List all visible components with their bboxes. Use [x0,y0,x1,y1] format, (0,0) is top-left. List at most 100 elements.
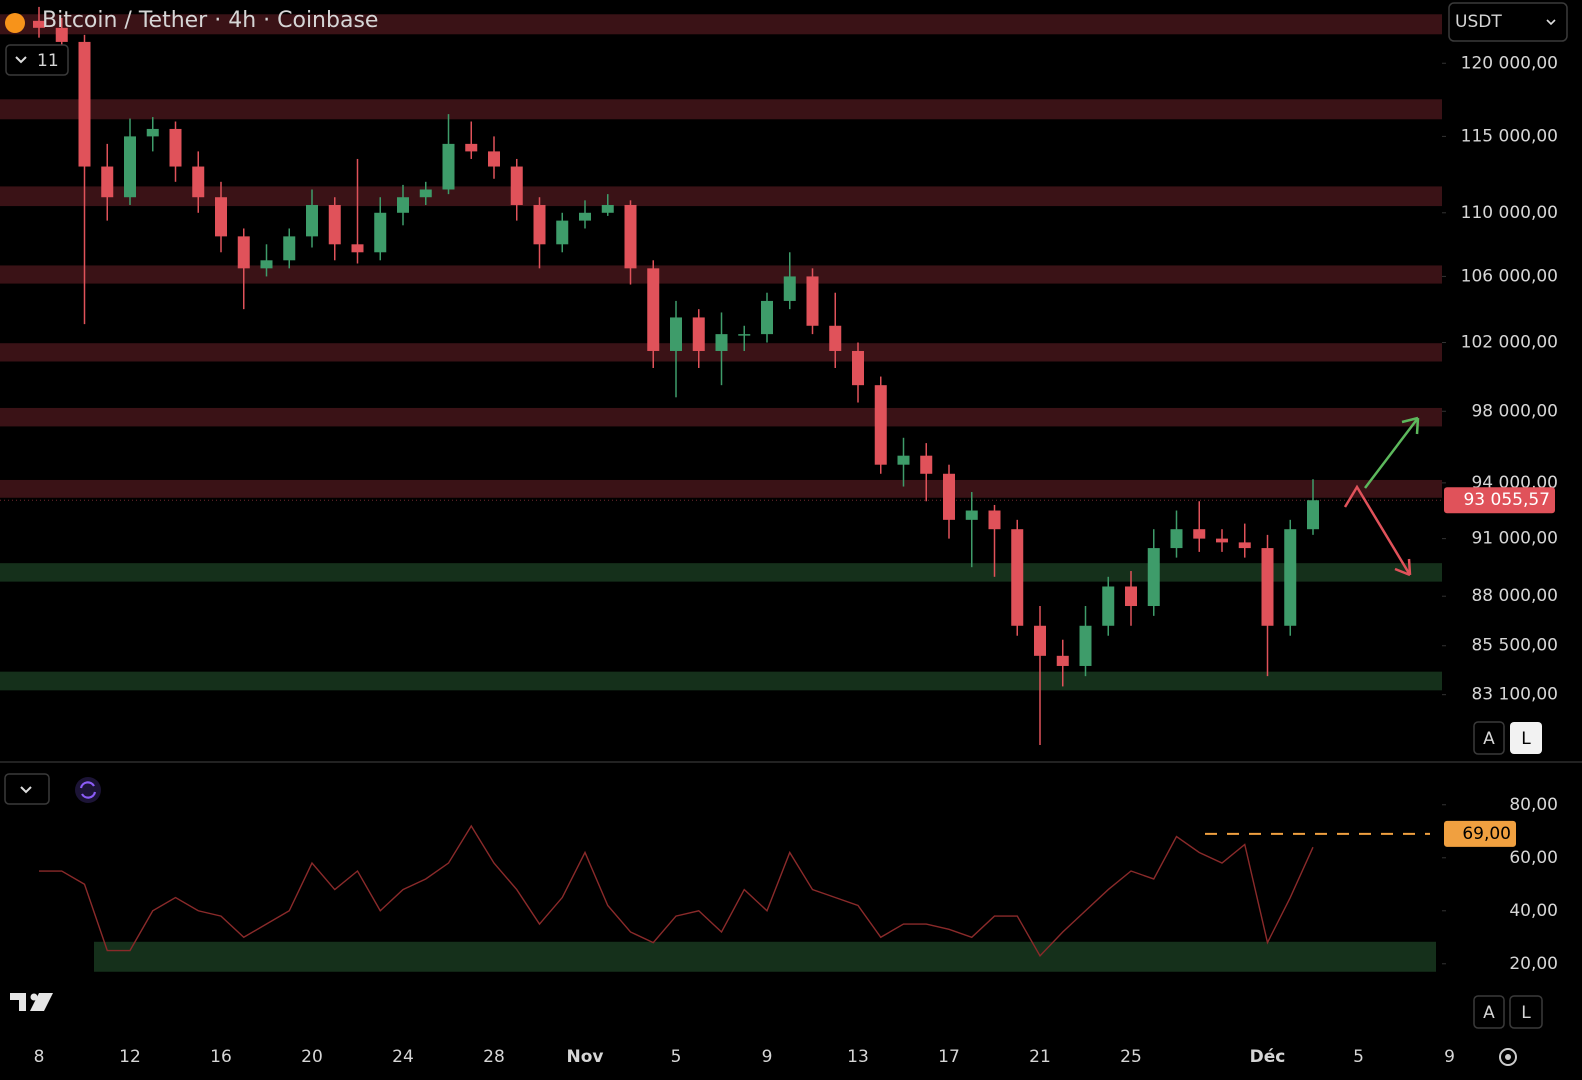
currency: USDT [1455,12,1502,32]
zone [0,563,1442,582]
y-tick-label: 120 000,00 [1461,53,1558,73]
chevron [15,56,27,64]
x-tick-label: Déc [1250,1047,1286,1067]
candle-body [1193,529,1206,539]
marks [33,6,1319,957]
candle-body [101,166,114,198]
y-tick-label: 98 000,00 [1471,401,1558,421]
candle-body [465,143,478,152]
y-tick-label: 91 000,00 [1471,529,1558,549]
x-tick-label: 25 [1120,1047,1142,1067]
candle-body [215,197,227,237]
x-tick-label: 21 [1029,1047,1051,1067]
auto-scale-button[interactable] [1473,995,1505,1029]
chevron [1546,19,1556,26]
candle-body [169,128,182,167]
sync-glyph [79,781,97,799]
chevron [20,786,32,794]
candle-body [1102,586,1115,626]
last-price-label: 93 055,57 [1463,490,1550,510]
auto-scale-label: A [1483,1003,1495,1023]
candle-body [1079,625,1092,666]
settings-dot [1505,1054,1511,1060]
x-tick-label: 20 [301,1047,323,1067]
candle-body [1261,548,1274,626]
candle-body [897,455,910,465]
x-tick-label: 9 [762,1047,773,1067]
symbol-title: Bitcoin / Tether · 4h · Coinbase [42,8,378,33]
y-tick-label: 88 000,00 [1471,586,1558,606]
y-tick-label: 110 000,00 [1461,203,1558,223]
currency-select[interactable] [1448,2,1568,42]
pane-toggle[interactable] [4,773,50,805]
candle-body [601,204,614,213]
log-scale-button[interactable] [1510,722,1542,754]
candle-body [351,244,364,253]
zone [0,99,1442,120]
candle-body [237,236,250,269]
candle-body [624,204,637,269]
zone [94,941,1436,972]
x-tick-label: Nov [567,1047,604,1067]
log-scale-label: L [1521,729,1531,749]
log-scale-button[interactable] [1509,995,1543,1029]
candle-body [738,334,751,336]
y-tick-label: 102 000,00 [1461,333,1558,353]
candle-body [806,276,819,326]
x-tick-label: 8 [34,1047,45,1067]
y-tick-label: 60,00 [1509,848,1558,868]
y-tick-label: 106 000,00 [1461,266,1558,286]
candle-body [328,204,341,245]
candle-body [670,317,682,351]
candle-body [761,300,773,335]
candle-body [579,212,591,221]
candle-body [306,204,318,237]
y-tick-label: 85 500,00 [1471,636,1558,656]
y-tick-label: 115 000,00 [1461,126,1558,146]
logo [10,993,53,1011]
indicator-count: 11 [37,51,59,71]
y-tick-label: 20,00 [1509,954,1558,974]
candle-body [419,189,432,198]
rsi-line [39,824,1314,957]
x-tick-label: 12 [119,1047,141,1067]
candle-body [852,350,864,386]
candle-body [965,510,978,520]
candle-body [124,136,136,198]
x-tick-label: 16 [210,1047,232,1067]
candle-body [1170,529,1183,549]
x-tick-label: 5 [671,1047,682,1067]
last-price-box [1444,487,1555,514]
y-tick-label: 40,00 [1509,901,1558,921]
reference-box [1444,820,1516,847]
candle-body [260,260,273,269]
zone [0,407,1442,427]
candle-body [78,41,91,167]
zone [0,479,1442,498]
candle-body [510,166,523,205]
candle-body [533,204,546,245]
zone [0,265,1442,284]
y-tick-label: 80,00 [1509,795,1558,815]
auto-scale-button[interactable] [1473,721,1505,755]
x-tick-label: 13 [847,1047,869,1067]
indicators-toggle[interactable] [5,44,69,76]
auto-scale-label: A [1483,729,1495,749]
candle-body [283,236,296,261]
settings-icon[interactable] [1499,1048,1517,1066]
zone [0,671,1442,691]
candle-body [829,325,842,351]
reference-label: 69,00 [1462,824,1511,844]
y-tick-label: 83 100,00 [1471,685,1558,705]
candle-body [556,220,569,245]
candle-body [1238,542,1251,549]
zones [0,14,1442,972]
x-tick-label: 17 [938,1047,960,1067]
candle-body [1011,529,1024,626]
candle-body [1056,655,1069,666]
candle-body [692,317,705,351]
sync-icon[interactable] [75,777,101,803]
